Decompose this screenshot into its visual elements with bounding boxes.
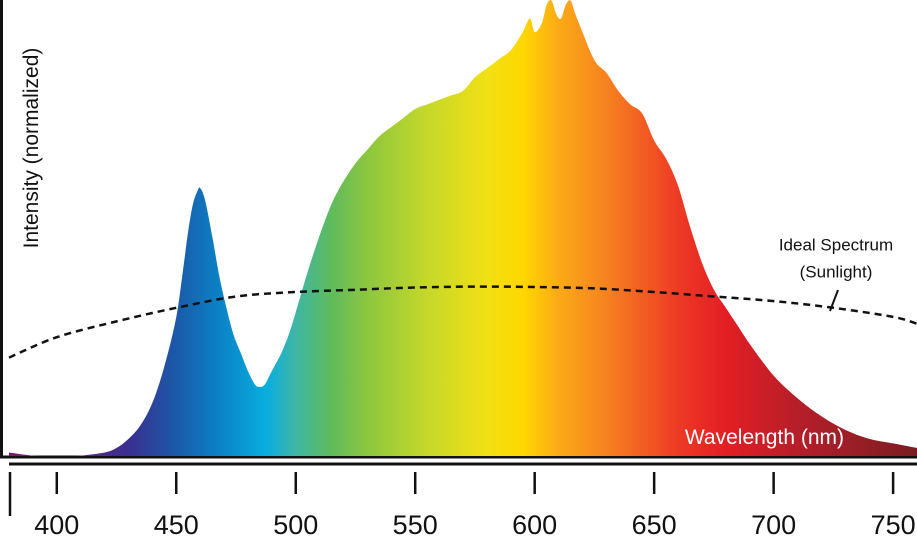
- x-tick-label: 450: [154, 510, 199, 540]
- x-tick-label: 750: [871, 510, 916, 540]
- sunlight-annotation: (Sunlight): [800, 263, 873, 282]
- x-tick-label: 400: [34, 510, 79, 540]
- x-tick-label: 500: [273, 510, 318, 540]
- ideal-spectrum-annotation: Ideal Spectrum: [779, 236, 893, 255]
- annotation-pointer: [829, 289, 839, 312]
- spectrum-area: [9, 0, 917, 457]
- ideal-line-layer: [8, 285, 917, 359]
- x-tick-label: 600: [512, 510, 557, 540]
- x-tick-label: 650: [632, 510, 677, 540]
- x-ticks: 400 450 500 550 600 650 700 750: [8, 472, 916, 540]
- ideal-spectrum-line: [8, 285, 917, 359]
- y-axis-label: Intensity (normalized): [20, 48, 43, 249]
- x-tick-label: 700: [751, 510, 796, 540]
- spectrum-area-layer: [9, 0, 917, 458]
- x-tick-label: 550: [393, 510, 438, 540]
- x-axis-label: Wavelength (nm): [685, 426, 844, 449]
